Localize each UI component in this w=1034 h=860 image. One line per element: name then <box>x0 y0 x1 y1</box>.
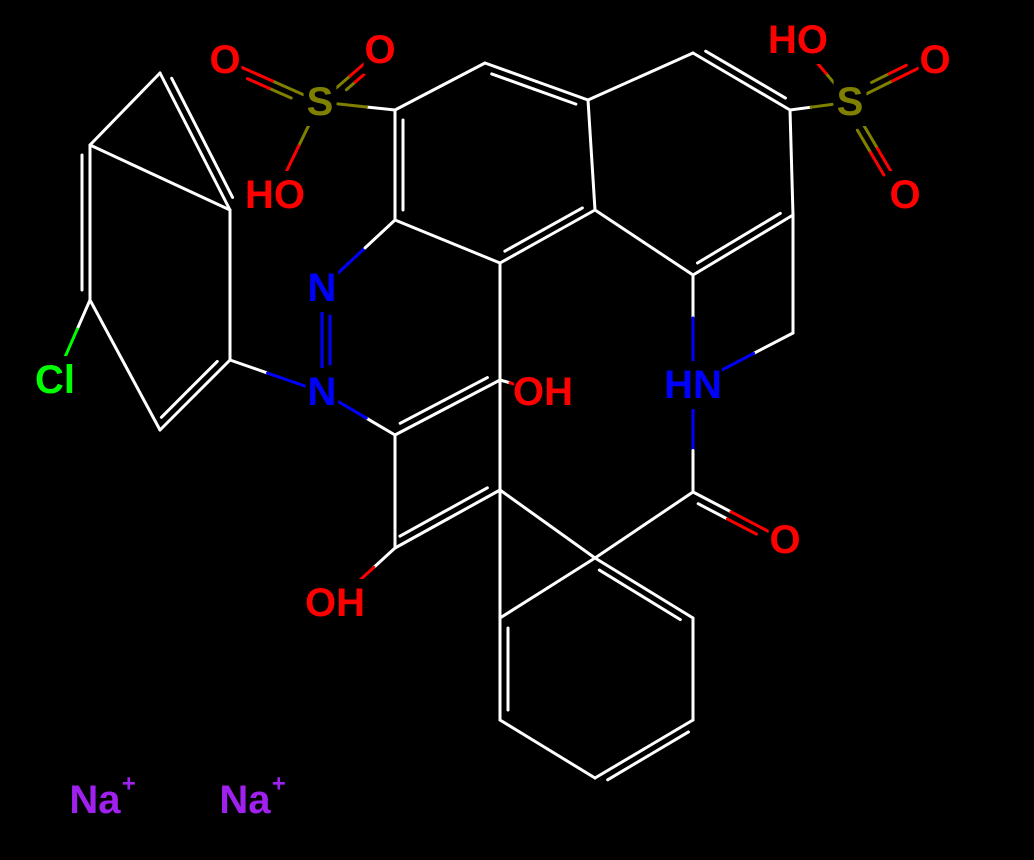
atom-label-S: S <box>834 78 867 126</box>
svg-text:N: N <box>308 266 337 310</box>
svg-text:O: O <box>919 38 950 82</box>
svg-text:HO: HO <box>245 173 305 217</box>
atom-label-O: O <box>209 36 242 84</box>
atom-label-O: O <box>769 516 802 564</box>
atom-label-O: OH <box>305 579 365 627</box>
svg-text:O: O <box>209 38 240 82</box>
atom-label-O: O <box>919 36 952 84</box>
svg-text:OH: OH <box>305 581 365 625</box>
atom-label-S: S <box>304 78 337 126</box>
svg-text:+: + <box>122 771 136 798</box>
svg-text:O: O <box>364 28 395 72</box>
atom-label-N: HN <box>664 361 722 409</box>
svg-text:+: + <box>272 771 286 798</box>
atom-label-O: O <box>889 171 922 219</box>
atom-label-O: OH <box>513 368 573 416</box>
svg-text:HN: HN <box>664 363 722 407</box>
atom-label-O: HO <box>768 16 828 64</box>
svg-text:O: O <box>889 173 920 217</box>
atom-label-Cl: Cl <box>26 356 84 404</box>
svg-text:O: O <box>769 518 800 562</box>
svg-text:N: N <box>308 370 337 414</box>
svg-text:Na: Na <box>69 778 121 822</box>
svg-text:Cl: Cl <box>35 358 75 402</box>
svg-text:HO: HO <box>768 18 828 62</box>
chemical-structure-svg: ClNNSOOHOSOOHOHNOOHOHNa+Na+ <box>0 0 1034 860</box>
atom-label-N: N <box>306 368 339 416</box>
svg-text:OH: OH <box>513 370 573 414</box>
svg-text:Na: Na <box>219 778 271 822</box>
atom-label-N: N <box>306 264 339 312</box>
atom-label-O: HO <box>245 171 305 219</box>
svg-text:S: S <box>307 80 334 124</box>
atom-label-O: O <box>364 26 397 74</box>
svg-text:S: S <box>837 80 864 124</box>
